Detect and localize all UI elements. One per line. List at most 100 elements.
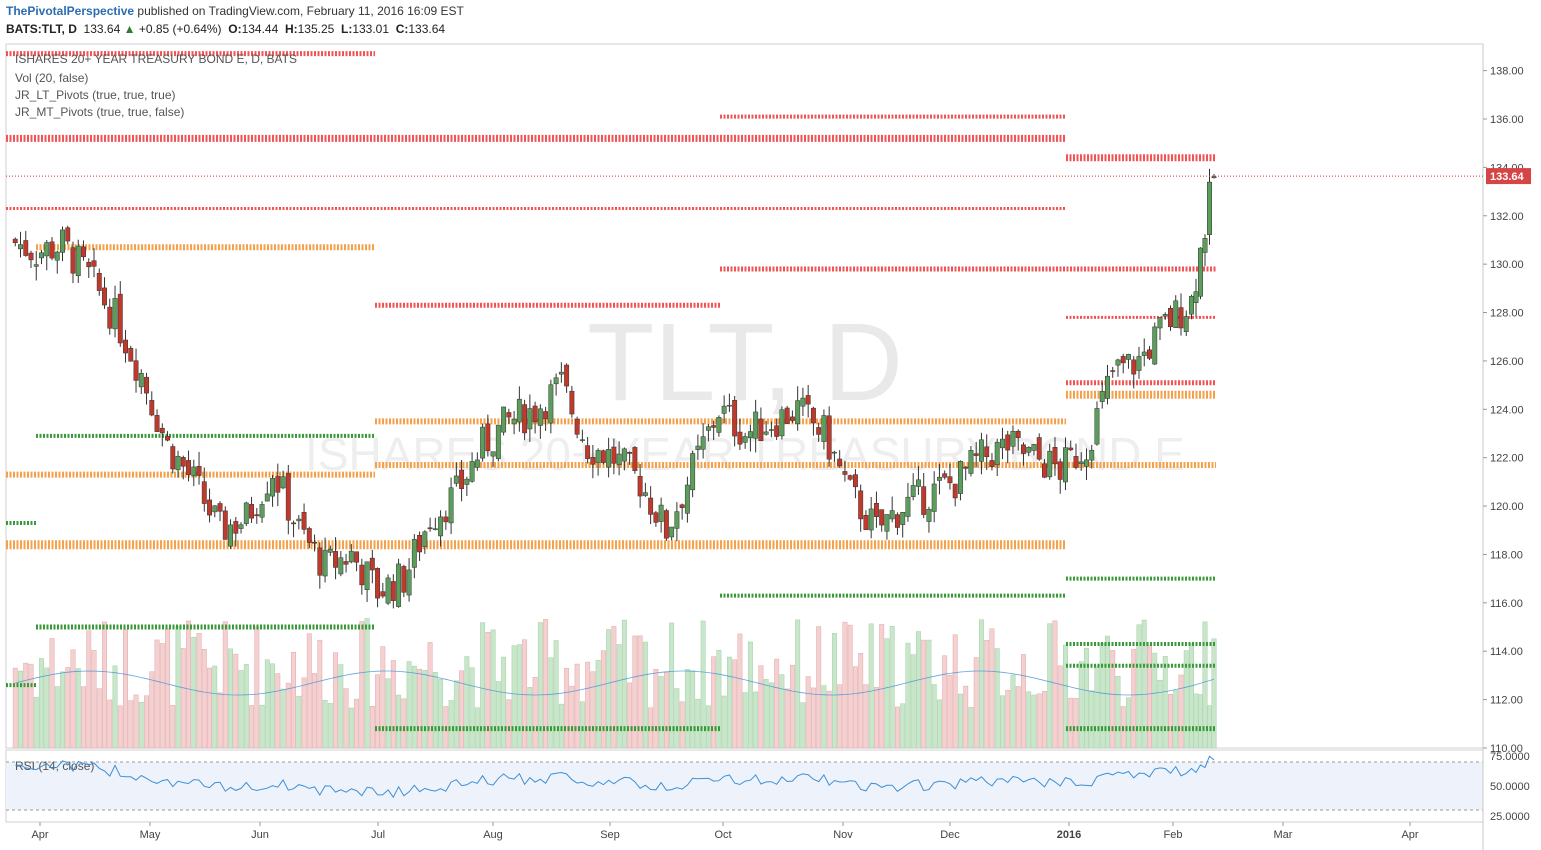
volume-bar <box>1026 691 1032 749</box>
candle-body <box>343 561 349 565</box>
volume-bar <box>894 706 900 749</box>
candle-body <box>149 400 155 416</box>
volume-bar <box>380 646 386 749</box>
volume-bar <box>774 658 780 749</box>
candle-body <box>632 447 638 471</box>
volume-bar <box>511 645 517 749</box>
rsi-pane[interactable]: RSI (14, close) <box>15 755 1215 799</box>
candle-body <box>207 499 212 516</box>
volume-bar <box>742 692 748 749</box>
candle-body <box>270 478 276 497</box>
candle-body <box>758 418 764 442</box>
mt-pivots-label[interactable]: JR_MT_Pivots (true, true, false) <box>15 105 184 119</box>
price-tick-label: 120.00 <box>1490 501 1524 513</box>
candle-body <box>1152 326 1158 365</box>
volume-bar <box>144 695 149 749</box>
volume-bar <box>233 653 239 749</box>
candle-body <box>81 246 86 258</box>
volume-bar <box>495 681 501 749</box>
volume-bar <box>789 664 795 749</box>
candle-body <box>989 460 995 467</box>
volume-bar <box>826 690 832 749</box>
candle-body <box>380 591 386 597</box>
volume-bar <box>1036 693 1042 749</box>
candle-body <box>432 528 438 530</box>
author-link[interactable]: ThePivotalPerspective <box>6 4 135 18</box>
time-axis[interactable]: Apr May Jun Jul Aug Sep Oct Nov Dec 2016 Feb Mar Apr <box>31 822 1419 841</box>
volume-bar <box>1152 652 1158 749</box>
candle-body <box>291 522 297 525</box>
volume-bar <box>522 639 528 749</box>
volume-bar <box>432 671 438 749</box>
volume-bar <box>721 695 727 749</box>
candle-body <box>422 531 428 547</box>
volume-bar <box>1173 690 1179 749</box>
candle-body <box>417 535 423 553</box>
open-value: 134.44 <box>241 22 279 36</box>
volume-bar <box>527 687 533 749</box>
candle-body <box>1021 444 1026 454</box>
volume-bar <box>590 671 596 749</box>
candle-body <box>684 484 690 514</box>
lt-pivots-label[interactable]: JR_LT_Pivots (true, true, true) <box>15 88 176 102</box>
candle-body <box>831 451 837 454</box>
candle-body <box>1105 375 1110 399</box>
candle-body <box>96 273 102 291</box>
rsi-label[interactable]: RSI (14, close) <box>15 759 94 773</box>
time-tick-label: Feb <box>1164 829 1183 841</box>
volume-bar <box>963 685 969 749</box>
candle-body <box>1057 461 1063 480</box>
price-axis[interactable]: 138.00136.00134.00132.00130.00128.00126.… <box>6 44 1541 850</box>
volume-bar <box>1131 649 1137 749</box>
symbol-label[interactable]: BATS:TLT, D <box>6 22 77 36</box>
volume-bar <box>910 654 916 749</box>
candle-body <box>805 395 811 405</box>
candle-body <box>86 261 92 268</box>
candle-body <box>201 481 207 504</box>
time-tick-label: Nov <box>833 829 853 841</box>
price-tick-label: 136.00 <box>1490 114 1524 126</box>
candle-body <box>18 244 23 250</box>
candle-body <box>438 516 444 537</box>
candle-body <box>726 404 732 407</box>
series-title[interactable]: ISHARES 20+ YEAR TREASURY BOND E, D, BAT… <box>15 52 297 66</box>
candle-body <box>590 456 596 465</box>
volume-bar <box>117 705 123 749</box>
candle-body <box>306 528 312 543</box>
volume-sma-line <box>15 670 1215 696</box>
volume-bar <box>863 684 869 749</box>
volume-bar <box>952 634 958 749</box>
candle-body <box>595 450 601 463</box>
candle-body <box>1073 456 1079 468</box>
candle-body <box>322 549 328 577</box>
volume-indicator-label[interactable]: Vol (20, false) <box>15 71 88 85</box>
rsi-tick-label: 75.0000 <box>1490 751 1530 763</box>
price-pane-frame <box>5 43 1484 749</box>
volume-bar <box>312 673 318 749</box>
volume-bar <box>737 633 743 749</box>
candle-body <box>926 509 932 522</box>
volume-bar <box>327 703 333 749</box>
time-tick-label: Aug <box>483 829 503 841</box>
candle-body <box>721 405 727 414</box>
candle-body <box>837 458 843 467</box>
volume-bar <box>249 705 255 749</box>
candle-body <box>968 450 974 474</box>
candle-body <box>1115 359 1121 366</box>
candle-body <box>180 457 186 467</box>
candle-body <box>1189 296 1194 315</box>
candle-body <box>1047 450 1053 478</box>
time-tick-label: Apr <box>1401 829 1418 841</box>
watermark: TLT, D ISHARES 20+ YEAR TREASURY BOND E <box>305 301 1185 480</box>
candle-body <box>1147 349 1152 359</box>
candle-body <box>327 548 333 553</box>
last-price-badge-label: 133.64 <box>1490 171 1525 183</box>
volume-bar <box>1099 643 1105 749</box>
candle-body <box>233 521 239 534</box>
volume-bar <box>663 671 669 749</box>
volume-bar <box>1078 661 1084 749</box>
volume-bar <box>1147 644 1152 749</box>
time-tick-label: 2016 <box>1057 829 1081 841</box>
volume-bar <box>1193 693 1199 749</box>
